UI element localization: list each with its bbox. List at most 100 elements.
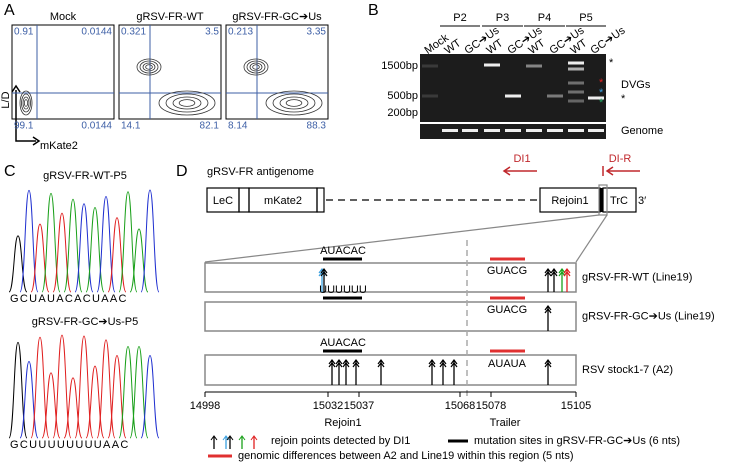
contour: [272, 93, 316, 113]
trace-title: gRSV-FR-WT-P5: [43, 170, 127, 182]
peak: [41, 372, 61, 439]
band: [568, 90, 584, 94]
sequence: GCUUUUUUUUAAC: [10, 439, 130, 451]
panel-label: D: [176, 163, 188, 180]
positions: 14998 15032 15037 15068 15078 15105: [190, 392, 592, 412]
group-label: P5: [579, 12, 592, 24]
band: [442, 129, 458, 132]
star: *: [599, 97, 604, 109]
primer-arrows: [502, 166, 640, 176]
peak: [19, 361, 39, 439]
quadrant-value: 8.14: [228, 121, 248, 132]
quadrant-value: 14.1: [121, 121, 141, 132]
contour: [285, 99, 303, 107]
peak: [63, 198, 83, 293]
contour: [136, 58, 162, 76]
contour: [22, 96, 30, 110]
primer-label: DI1: [513, 153, 530, 165]
peak: [96, 195, 116, 293]
band: [422, 64, 438, 68]
peak: [118, 346, 138, 439]
motif: AUACAC: [320, 245, 366, 257]
peak: [129, 228, 149, 293]
band-label: Genome: [621, 125, 663, 137]
position-label: 15032: [313, 400, 344, 412]
legend-arrow-head: [210, 435, 218, 441]
chromatograms: GCUAUACACUAAC GCUUUUUUUUAAC: [8, 189, 160, 451]
legend-arrow-head: [250, 435, 258, 441]
quadrant-value: 88.3: [307, 121, 327, 132]
group-label: P3: [496, 12, 509, 24]
band: [547, 94, 563, 98]
band: [484, 63, 500, 67]
contour: [19, 90, 33, 116]
rejoin-arrow-head: [335, 359, 343, 368]
motif: UUUUUU: [319, 284, 367, 296]
peak: [30, 223, 50, 293]
star: *: [599, 87, 604, 99]
motif: AUAUA: [488, 358, 527, 370]
rejoin-arrow-head: [544, 268, 552, 277]
plot-title: Mock: [50, 11, 77, 23]
position-label: 14998: [190, 400, 221, 412]
junction: [600, 188, 603, 212]
peak: [140, 355, 160, 439]
rejoin-arrow-head: [328, 359, 336, 368]
trace-title: gRSV-FR-GC➔Us-P5: [32, 316, 138, 328]
panel-label: C: [4, 163, 16, 180]
map-box-label: LeC: [213, 195, 233, 207]
rejoin-arrow-head: [563, 268, 571, 277]
quadrant-value: 0.0144: [81, 27, 112, 38]
rejoin-arrow-head: [428, 359, 436, 368]
peak: [118, 191, 138, 293]
contour: [178, 99, 196, 107]
group-label: P4: [538, 12, 551, 24]
row-label: gRSV-FR-GC➔Us (Line19): [582, 310, 715, 322]
peak: [30, 336, 50, 439]
band: [568, 61, 584, 65]
peak: [8, 235, 28, 293]
rejoin-arrow-head: [377, 359, 385, 368]
map-box-label: TrC: [610, 195, 628, 207]
rejoin-arrow-head: [439, 359, 447, 368]
peak: [8, 341, 28, 439]
x-axis-label: mKate2: [40, 140, 78, 152]
contour: [139, 60, 159, 74]
sequence: GCUAUACACUAAC: [10, 293, 128, 305]
position-label: 15105: [561, 400, 592, 412]
band: [505, 129, 521, 132]
rejoin-arrow-head: [544, 305, 552, 314]
band: [526, 129, 542, 132]
lane-label: GC➔Us: [589, 24, 628, 57]
axis-arrow: [15, 90, 36, 142]
motif: GUACG: [487, 265, 527, 277]
band: [568, 129, 584, 132]
y-axis-label: L/D: [0, 91, 12, 108]
contour: [243, 58, 269, 76]
motif: AUACAC: [320, 337, 366, 349]
quadrant-value: 3.5: [205, 27, 219, 38]
plot-frame: [118, 24, 222, 120]
region-label: Trailer: [490, 417, 521, 429]
star: *: [621, 93, 626, 105]
contour: [165, 93, 209, 113]
panel-label: B: [368, 2, 379, 19]
motif: GUACG: [487, 304, 527, 316]
peak: [140, 189, 160, 293]
map-box-label: mKate2: [264, 195, 302, 207]
peak: [41, 192, 61, 293]
plot-frame: [225, 24, 329, 120]
contour: [249, 62, 263, 72]
contour: [265, 90, 323, 116]
quadrant-value: 0.321: [121, 27, 146, 38]
legend: [210, 435, 258, 449]
row-label: RSV stock1-7 (A2): [582, 364, 673, 376]
quadrant-value: 0.91: [14, 27, 34, 38]
map-title: gRSV-FR antigenome: [207, 166, 314, 178]
legend-text: genomic differences between A2 and Line1…: [238, 450, 574, 462]
row-label: gRSV-FR-WT (Line19): [582, 271, 692, 283]
band-label: DVGs: [621, 79, 651, 91]
legend-text: rejoin points detected by DI1: [271, 435, 410, 447]
band: [526, 64, 542, 68]
